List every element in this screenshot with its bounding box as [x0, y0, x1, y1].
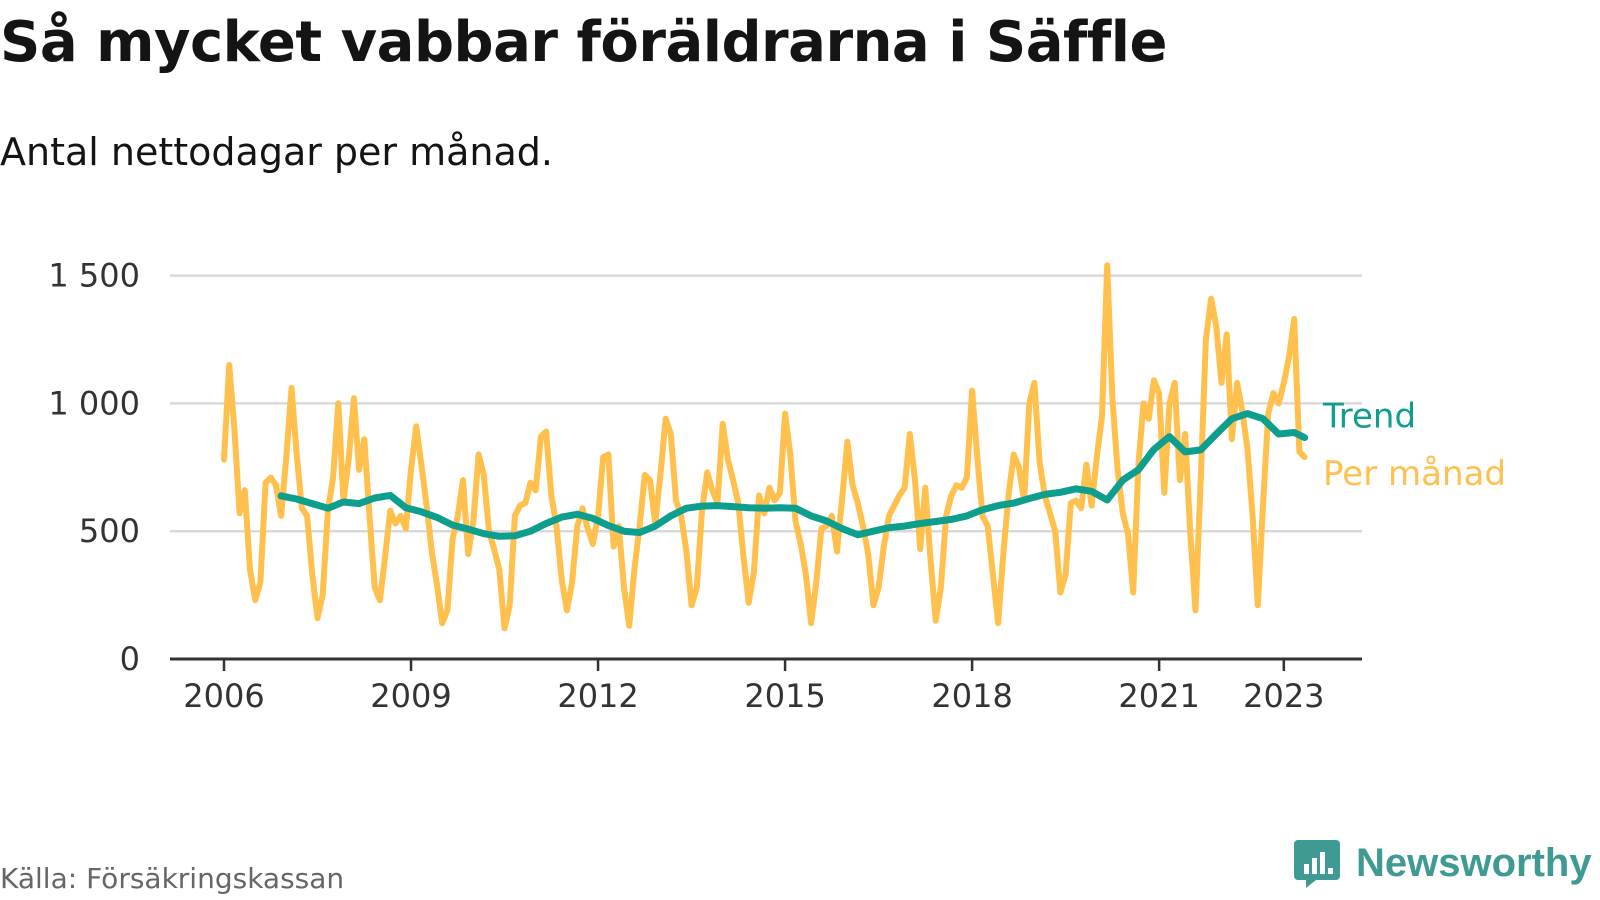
series-line-trend	[277, 410, 1309, 540]
series-labels: Trend Per månad	[1322, 397, 1506, 494]
chart-title: Så mycket vabbar föräldrarna i Säffle	[0, 10, 1167, 75]
x-tick-label: 2009	[370, 677, 451, 715]
x-axis-ticks: 2006 2009 2012 2015 2018 2021 2023	[183, 659, 1325, 715]
brand-logo[interactable]: Newsworthy	[1292, 838, 1592, 888]
y-axis-ticks: 0 500 1 000 1 500	[48, 257, 140, 678]
y-tick-label: 1 000	[48, 384, 140, 422]
brand-name: Newsworthy	[1356, 840, 1592, 885]
y-tick-label: 1 500	[48, 257, 140, 295]
x-tick-label: 2006	[183, 677, 264, 715]
chart-subtitle: Antal nettodagar per månad.	[0, 130, 554, 174]
x-tick-label: 2012	[557, 677, 638, 715]
series-label: Trend	[1322, 397, 1416, 437]
series-line-per-månad	[221, 262, 1308, 632]
x-tick-label: 2021	[1118, 677, 1199, 715]
x-tick-label: 2015	[744, 677, 825, 715]
newsworthy-logo-icon	[1294, 840, 1340, 888]
y-tick-label: 0	[120, 640, 140, 678]
x-tick-label: 2018	[931, 677, 1012, 715]
x-tick-label: 2023	[1243, 677, 1324, 715]
series-label: Per månad	[1323, 454, 1506, 494]
source-note: Källa: Försäkringskassan	[0, 862, 345, 895]
series-lines	[221, 262, 1309, 632]
y-tick-label: 500	[79, 512, 140, 550]
